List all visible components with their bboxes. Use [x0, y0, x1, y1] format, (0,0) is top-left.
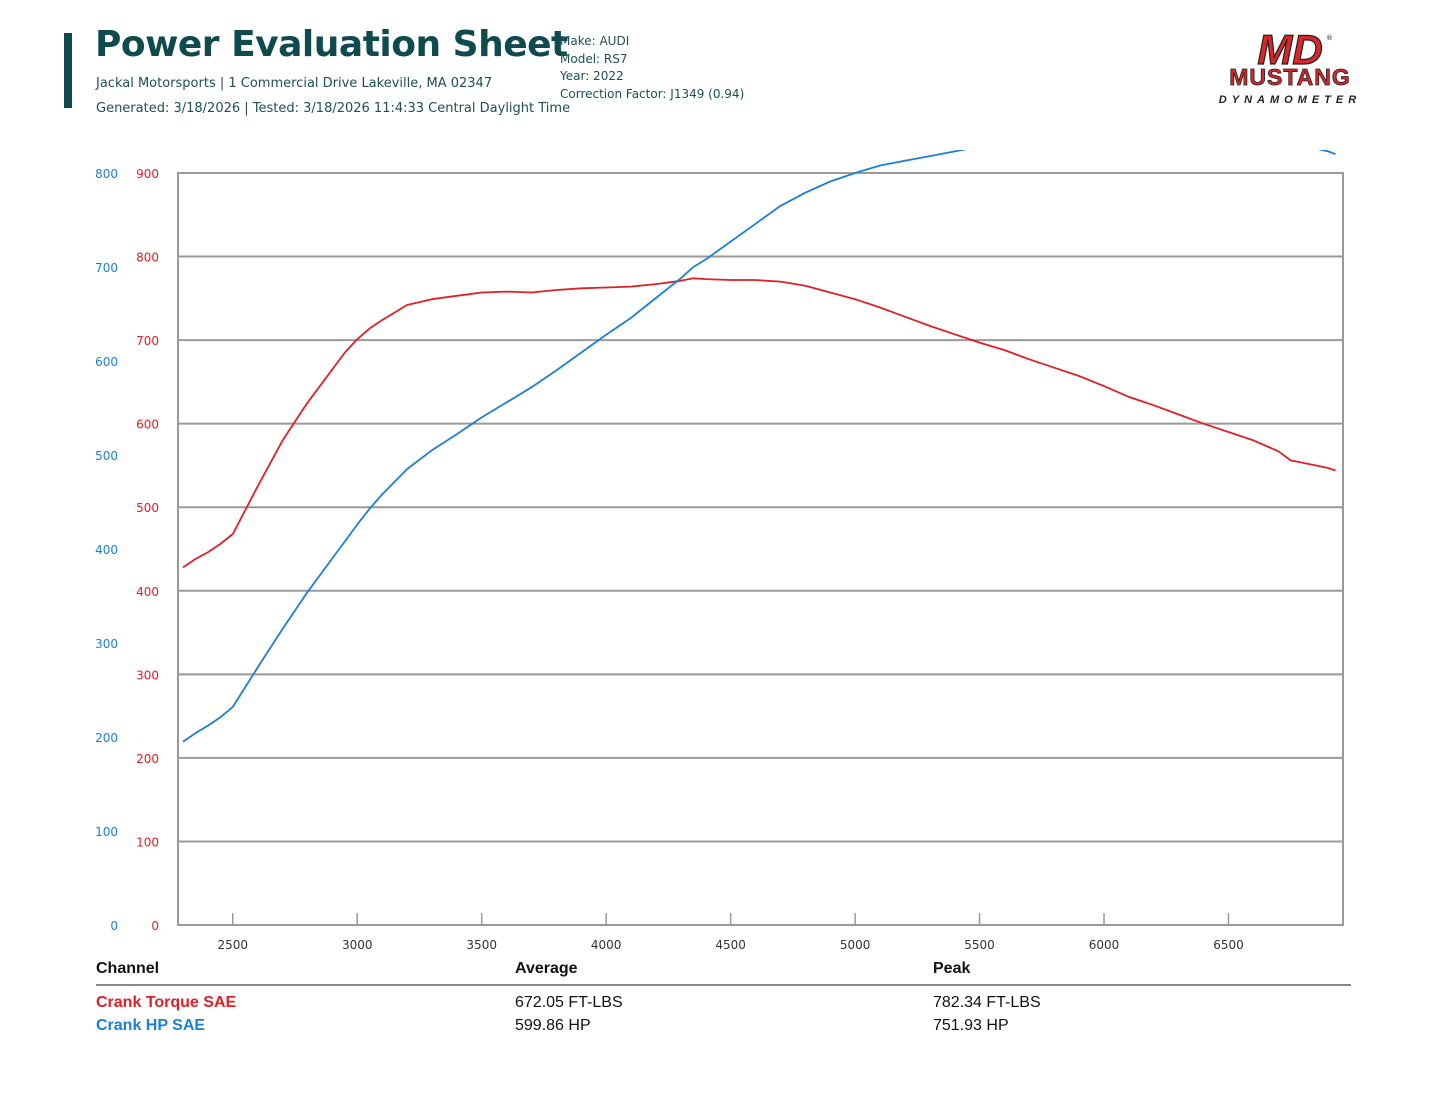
vehicle-make: Make: AUDI: [560, 34, 630, 48]
y-tick-label-torque: 500: [136, 501, 159, 515]
x-tick-label: 5000: [840, 938, 871, 952]
y-tick-label-torque: 400: [136, 585, 159, 599]
y-tick-label-hp: 700: [95, 261, 118, 275]
x-tick-label: 3500: [466, 938, 497, 952]
title-accent-bar: [64, 33, 72, 108]
x-tick-label: 2500: [217, 938, 248, 952]
summary-header: Channel Average Peak: [96, 958, 1351, 986]
average-torque: 672.05 FT-LBS: [515, 994, 623, 1011]
x-tick-label: 6000: [1089, 938, 1120, 952]
x-tick-label: 5500: [964, 938, 995, 952]
summary-row-hp: Crank HP SAE 599.86 HP 751.93 HP: [96, 1013, 1351, 1036]
peak-hp: 751.93 HP: [933, 1017, 1009, 1034]
vehicle-year: Year: 2022: [560, 69, 624, 83]
mustang-dynamometer-logo: MD ® MUSTANG DYNAMOMETER: [1219, 30, 1361, 106]
y-tick-label-hp: 100: [95, 825, 118, 839]
plot-frame: [177, 172, 1344, 926]
header-channel: Channel: [96, 960, 160, 977]
summary-table: Channel Average Peak Crank Torque SAE 67…: [96, 958, 1351, 1036]
peak-torque: 782.34 FT-LBS: [933, 994, 1041, 1011]
y-tick-label-hp: 200: [95, 731, 118, 745]
logo-sub: DYNAMOMETER: [1219, 94, 1361, 106]
page-title: Power Evaluation Sheet: [95, 24, 568, 65]
generated-tested-line: Generated: 3/18/2026 | Tested: 3/18/2026…: [96, 101, 571, 116]
y-tick-label-torque: 800: [136, 251, 159, 265]
channel-hp: Crank HP SAE: [96, 1017, 206, 1034]
x-tick-label: 4000: [591, 938, 622, 952]
logo-name: MUSTANG: [1229, 64, 1351, 90]
y-tick-label-torque: 0: [151, 919, 159, 933]
y-tick-label-hp: 400: [95, 543, 118, 557]
x-tick-label: 4500: [715, 938, 746, 952]
summary-row-torque: Crank Torque SAE 672.05 FT-LBS 782.34 FT…: [96, 990, 1351, 1013]
y-tick-label-torque: 100: [136, 835, 159, 849]
vehicle-model: Model: RS7: [560, 51, 628, 66]
y-tick-label-hp: 0: [110, 919, 118, 933]
y-tick-label-torque: 200: [136, 752, 159, 766]
y-tick-label-torque: 900: [136, 167, 159, 181]
y-tick-label-hp: 500: [95, 449, 118, 463]
y-tick-label-torque: 700: [136, 334, 159, 348]
y-tick-label-torque: 300: [136, 668, 159, 682]
x-tick-label: 6500: [1213, 938, 1244, 952]
average-hp: 599.86 HP: [515, 1017, 591, 1034]
shop-address: Jackal Motorsports | 1 Commercial Drive …: [96, 76, 493, 91]
header-average: Average: [515, 960, 578, 977]
y-tick-label-hp: 300: [95, 637, 118, 651]
torque-series-line: [182, 277, 1336, 569]
y-tick-label-torque: 600: [136, 418, 159, 432]
dyno-chart: 2500 3000 3500 4000 4500 5000 5500 6000 65000100…: [95, 150, 1344, 952]
vehicle-info: Make: AUDI Model: RS7 Year: 2022 Correct…: [560, 33, 744, 103]
channel-torque: Crank Torque SAE: [96, 994, 237, 1011]
x-tick-label: 3000: [342, 938, 373, 952]
hp-series-line: [182, 150, 1336, 743]
header-peak: Peak: [933, 960, 971, 977]
y-tick-label-hp: 800: [95, 167, 118, 181]
logo-mark: MD: [1257, 30, 1322, 73]
correction-factor: Correction Factor: J1349 (0.94): [560, 86, 745, 101]
logo-registered: ®: [1326, 34, 1333, 42]
y-tick-label-hp: 600: [95, 355, 118, 369]
